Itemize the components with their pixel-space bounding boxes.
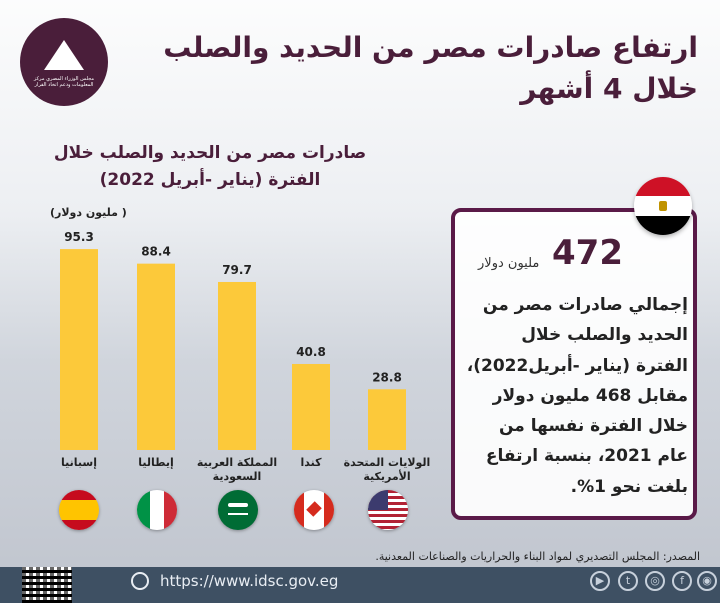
bar-0 <box>60 249 98 450</box>
globe-icon <box>131 572 149 590</box>
chart-title-line-2: الفترة (يناير -أبريل 2022) <box>99 170 321 191</box>
chart-title: صادرات مصر من الحديد والصلب خلال الفترة … <box>20 140 400 194</box>
egypt-flag-icon <box>634 177 692 235</box>
category-label-4: الولايات المتحدة <box>344 456 431 469</box>
logo-text: مجلس الوزراء المصري مركز المعلومات ودعم … <box>33 76 95 88</box>
category-label-1: إيطاليا <box>138 456 174 469</box>
bar-4 <box>368 389 406 450</box>
value-label-2: 79.7 <box>222 263 252 277</box>
canada-flag-icon <box>294 490 334 530</box>
usa-flag-icon <box>368 490 408 530</box>
category-label-2: المملكة العربية <box>197 456 277 469</box>
qr-code[interactable] <box>22 567 72 603</box>
value-label-3: 40.8 <box>296 345 326 359</box>
source-note: المصدر: المجلس التصديري لمواد البناء وال… <box>375 550 700 563</box>
idsc-logo: مجلس الوزراء المصري مركز المعلومات ودعم … <box>20 18 108 106</box>
website-icon[interactable]: ◉ <box>697 571 717 591</box>
title-line-2: خلال 4 أشهر <box>520 71 698 105</box>
summary-text: إجمالي صادرات مصر من الحديد والصلب خلال … <box>466 295 688 497</box>
category-label-3: كندا <box>300 456 322 469</box>
italy-flag-icon <box>137 490 177 530</box>
value-label-0: 95.3 <box>64 230 94 244</box>
website-link[interactable]: https://www.idsc.gov.eg <box>160 572 339 590</box>
total-value: 472 <box>552 233 623 273</box>
chart-title-line-1: صادرات مصر من الحديد والصلب خلال <box>53 143 367 163</box>
total-unit: مليون دولار <box>478 256 540 271</box>
bar-2 <box>218 281 256 450</box>
facebook-icon[interactable]: f <box>672 571 692 591</box>
footer-bar <box>0 567 720 603</box>
category-label-0: إسبانيا <box>61 456 97 469</box>
bar-3 <box>292 363 330 450</box>
twitter-icon[interactable]: t <box>618 571 638 591</box>
summary-card <box>451 208 697 520</box>
page-title: ارتفاع صادرات مصر من الحديد والصلب خلال … <box>138 28 698 109</box>
category-label-2: السعودية <box>213 470 262 483</box>
y-axis-unit: ( مليون دولار) <box>50 206 127 219</box>
value-label-4: 28.8 <box>372 370 402 384</box>
title-line-1: ارتفاع صادرات مصر من الحديد والصلب <box>163 31 698 64</box>
saudi-flag-icon <box>218 490 258 530</box>
pyramid-icon <box>44 40 84 70</box>
instagram-icon[interactable]: ◎ <box>645 571 665 591</box>
bar-1 <box>137 263 175 450</box>
category-label-4: الأمريكية <box>363 469 410 483</box>
value-label-1: 88.4 <box>141 245 171 259</box>
spain-flag-icon <box>59 490 99 530</box>
youtube-icon[interactable]: ▶ <box>590 571 610 591</box>
